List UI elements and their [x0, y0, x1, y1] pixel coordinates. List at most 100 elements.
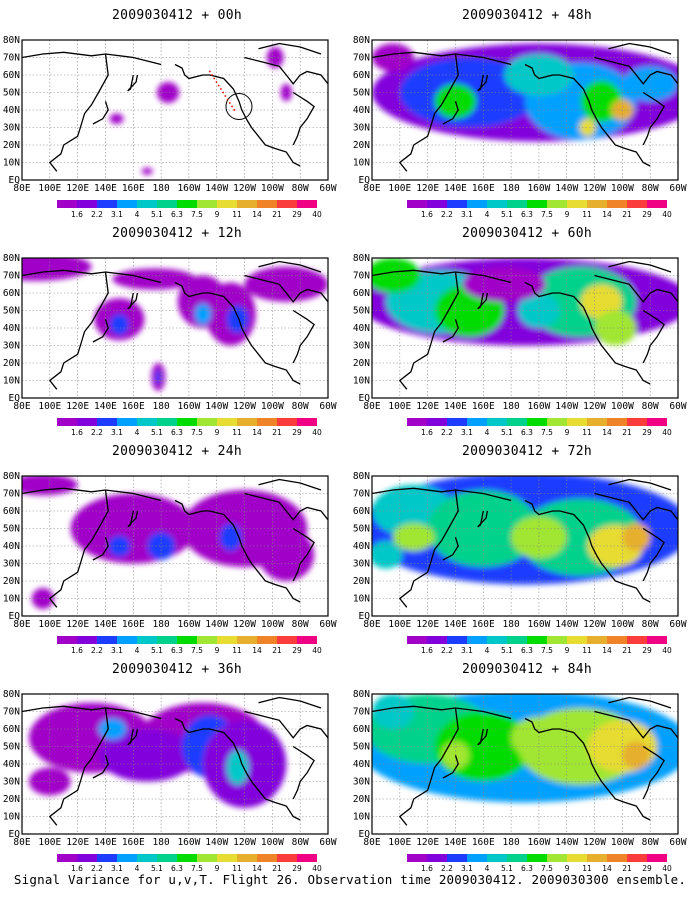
x-tick-label: 120W	[583, 401, 606, 412]
x-tick-label: 80W	[292, 401, 309, 412]
colorbar-swatch	[177, 200, 197, 208]
x-tick-label: 80W	[292, 619, 309, 630]
y-tick-label: 30N	[353, 777, 370, 788]
colorbar-swatch	[77, 418, 97, 426]
y-tick-label: 70N	[353, 489, 370, 500]
x-tick-label: 120W	[233, 401, 256, 412]
x-tick-label: 80W	[642, 837, 659, 848]
flight-track-point	[208, 70, 211, 73]
x-tick-label: 60W	[319, 619, 336, 630]
colorbar-label: 1.6	[421, 646, 433, 655]
colorbar-swatch	[277, 636, 297, 644]
y-tick-label: 10N	[3, 158, 20, 169]
panel-title: 2009030412 + 12h	[111, 226, 243, 241]
colorbar-swatch	[177, 418, 197, 426]
x-tick-label: 80E	[363, 619, 380, 630]
x-tick-label: 120E	[416, 619, 439, 630]
coastline	[524, 281, 651, 385]
colorbar-swatch	[567, 636, 587, 644]
colorbar-swatch	[587, 200, 607, 208]
coastline	[258, 260, 322, 273]
y-tick-label: 40N	[353, 323, 370, 334]
x-tick-label: 100W	[611, 183, 634, 194]
colorbar-label: 14	[252, 864, 262, 873]
map-panel-36h: 2009030412 + 36h 80E 100E 120E 140E 160E 180 1…	[3, 662, 342, 873]
coastline	[48, 707, 109, 826]
variance-contour	[155, 370, 162, 384]
x-tick-label: 160W	[177, 401, 200, 412]
flight-track-point	[226, 98, 229, 101]
variance-contour	[511, 516, 567, 559]
coastline	[244, 492, 328, 521]
colorbar-label: 4	[485, 646, 490, 655]
x-tick-label: 160E	[472, 183, 495, 194]
y-tick-label: 20N	[353, 794, 370, 805]
colorbar-swatch	[547, 854, 567, 862]
colorbar-label: 21	[272, 210, 282, 219]
coastline	[48, 489, 109, 608]
shaded-field	[372, 40, 678, 180]
colorbar-label: 9	[215, 646, 220, 655]
colorbar-swatch	[297, 636, 317, 644]
panel-title: 2009030412 + 36h	[111, 662, 243, 677]
coastline	[642, 309, 665, 364]
y-tick-label: 40N	[3, 759, 20, 770]
colorbar-label: 5.1	[151, 864, 163, 873]
y-tick-label: EQ	[9, 611, 21, 622]
coastline	[642, 745, 665, 800]
x-tick-label: 180	[153, 837, 170, 848]
colorbar-label: 7.5	[541, 646, 553, 655]
y-tick-label: 50N	[3, 306, 20, 317]
x-tick-label: 80E	[13, 401, 30, 412]
colorbar-swatch	[587, 636, 607, 644]
variance-contour	[622, 523, 651, 552]
colorbar-swatch	[137, 200, 157, 208]
y-tick-label: 60N	[3, 506, 20, 517]
x-tick-label: 100W	[261, 619, 284, 630]
colorbar-label: 1.6	[71, 428, 83, 437]
panel-title: 2009030412 + 72h	[461, 444, 593, 459]
colorbar-label: 9	[565, 428, 570, 437]
variance-contour	[372, 694, 414, 729]
coastline	[642, 527, 665, 582]
colorbar-label: 21	[622, 210, 632, 219]
x-tick-label: 160E	[122, 619, 145, 630]
shaded-field	[372, 694, 678, 834]
coastline	[594, 274, 678, 303]
colorbar-label: 5.1	[151, 428, 163, 437]
variance-contour	[226, 750, 249, 785]
colorbar-swatch	[507, 200, 527, 208]
colorbar-swatch	[97, 200, 117, 208]
map-plot: 80E 100E 120E 140E 160E 180 160W 140W 120W 100W 80…	[3, 689, 337, 873]
colorbar-label: 5.1	[501, 646, 513, 655]
colorbar-label: 4	[135, 210, 140, 219]
coastline	[477, 510, 489, 528]
variance-contour	[372, 43, 414, 72]
coastline	[398, 271, 459, 390]
y-tick-label: 40N	[353, 541, 370, 552]
colorbar-label: 1.6	[71, 864, 83, 873]
x-tick-label: 80W	[292, 837, 309, 848]
colorbar-label: 29	[292, 428, 302, 437]
colorbar-swatch	[197, 854, 217, 862]
colorbar-swatch	[257, 418, 277, 426]
variance-contour	[622, 741, 651, 770]
x-tick-label: 160W	[177, 837, 200, 848]
x-tick-label: 100E	[38, 837, 61, 848]
colorbar-label: 2.2	[91, 646, 103, 655]
colorbar-label: 21	[622, 428, 632, 437]
plot-frame	[371, 257, 679, 399]
colorbar-label: 9	[565, 646, 570, 655]
map-panel-84h: 2009030412 + 84h 80E 100E 120E 140E 160E 180 1…	[353, 662, 692, 873]
colorbar-label: 6.3	[521, 646, 533, 655]
x-tick-label: 160W	[527, 619, 550, 630]
colorbar-swatch	[627, 854, 647, 862]
coastline	[92, 755, 109, 779]
colorbar-label: 11	[582, 864, 592, 873]
x-tick-label: 140E	[444, 183, 467, 194]
colorbar-label: 11	[582, 210, 592, 219]
variance-contour	[462, 266, 546, 302]
x-tick-label: 160W	[177, 183, 200, 194]
x-tick-label: 120E	[66, 401, 89, 412]
y-tick-label: 60N	[353, 506, 370, 517]
